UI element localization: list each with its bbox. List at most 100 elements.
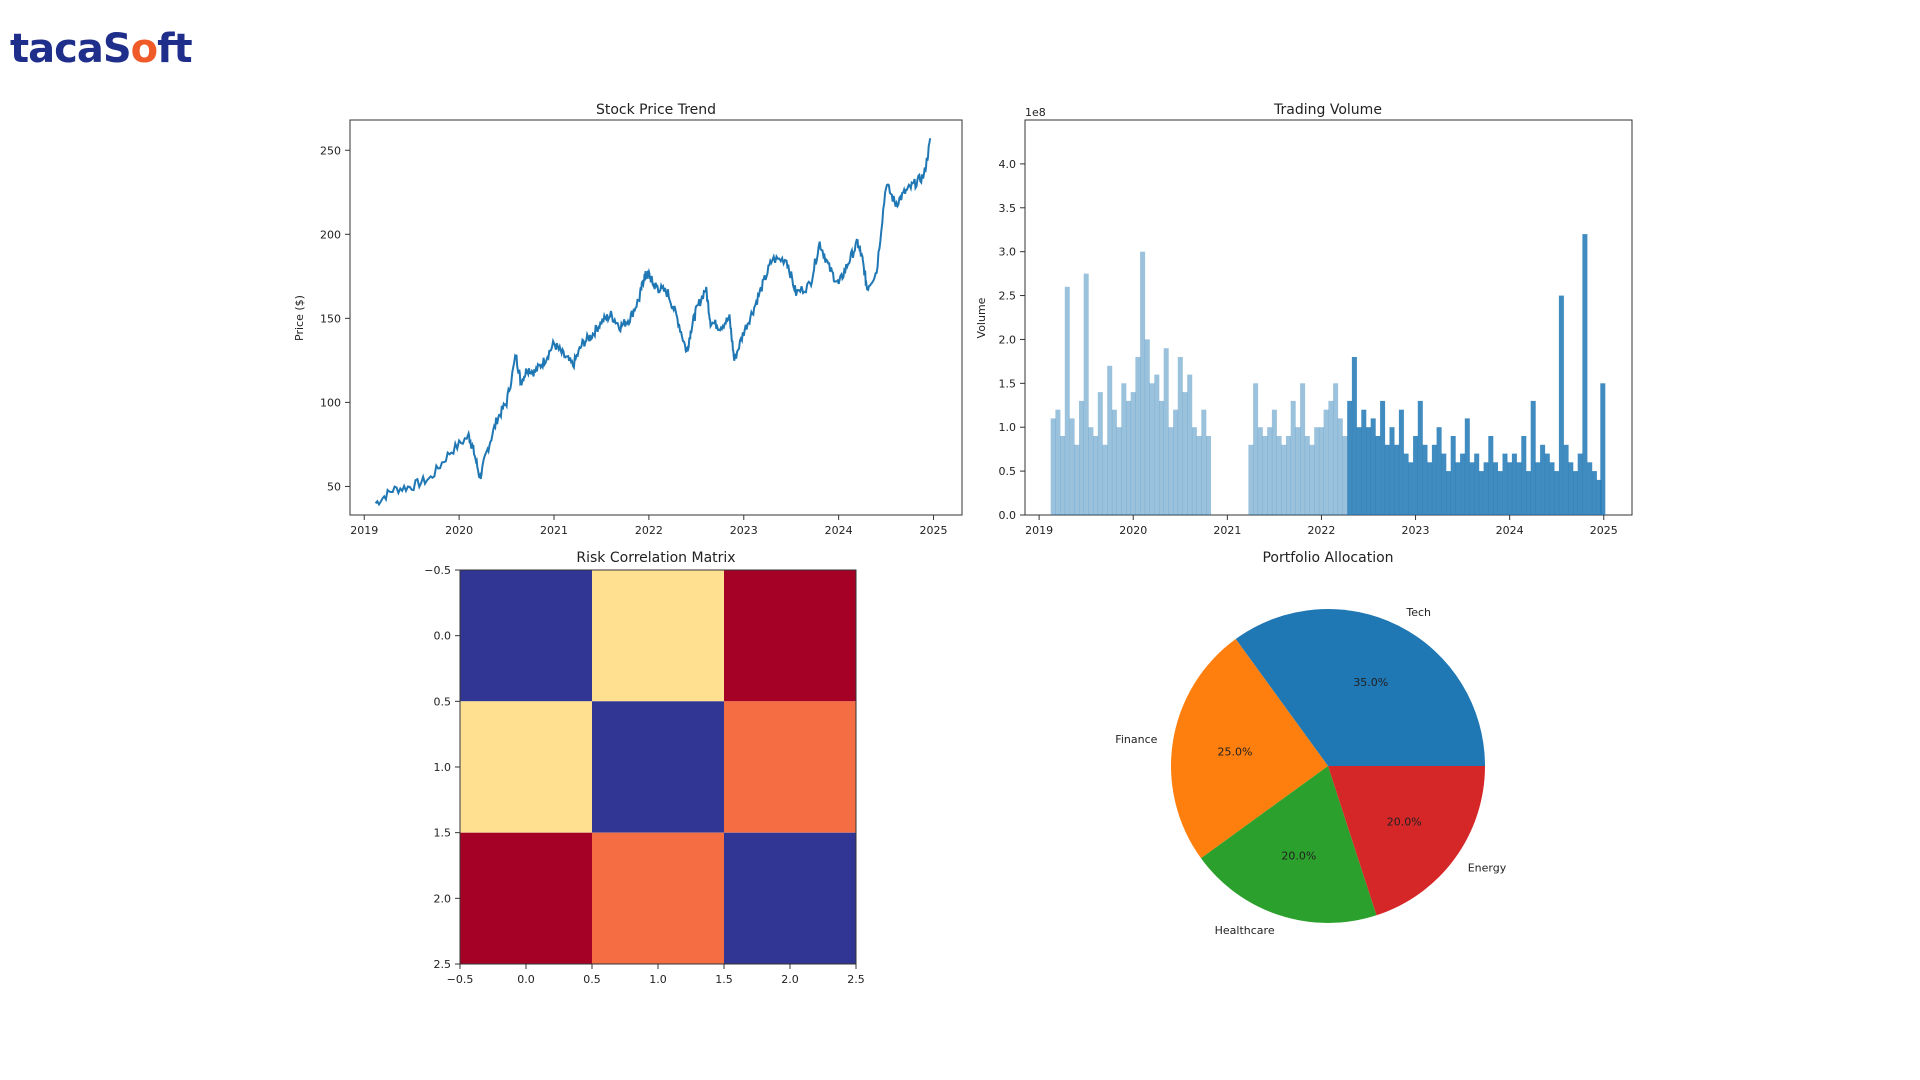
volume-bar bbox=[1328, 400, 1334, 515]
stock-price-line bbox=[374, 137, 932, 507]
volume-bar bbox=[1347, 400, 1353, 515]
volume-bar bbox=[1502, 453, 1508, 515]
volume-bar bbox=[1446, 471, 1451, 515]
pie-label: Tech bbox=[1405, 606, 1431, 619]
volume-bar bbox=[1408, 462, 1414, 515]
volume-bar bbox=[1591, 471, 1597, 515]
volume-bar bbox=[1469, 462, 1475, 515]
volume-bar bbox=[1163, 348, 1169, 515]
volume-bar bbox=[1050, 418, 1056, 515]
y-tick-label: 3.0 bbox=[999, 246, 1017, 259]
volume-bar bbox=[1177, 357, 1183, 515]
volume-bar bbox=[1526, 471, 1531, 515]
heatmap-cell bbox=[724, 701, 856, 833]
volume-bar bbox=[1460, 453, 1466, 515]
x-tick-label: 2024 bbox=[1496, 524, 1524, 537]
volume-bar bbox=[1168, 427, 1174, 515]
pie-slice-tech bbox=[1235, 609, 1485, 766]
volume-bar bbox=[1333, 383, 1339, 515]
x-tick-label: 1.0 bbox=[649, 973, 667, 986]
volume-bar bbox=[1055, 409, 1061, 515]
pie-pct-label: 20.0% bbox=[1281, 850, 1316, 863]
x-tick-label: 2025 bbox=[1590, 524, 1618, 537]
volume-bar bbox=[1116, 427, 1122, 515]
left-margin bbox=[0, 0, 190, 1080]
trading-volume-offset-label: 1e8 bbox=[1025, 106, 1046, 119]
x-tick-label: 2021 bbox=[540, 524, 568, 537]
pie-slice-energy bbox=[1328, 766, 1485, 916]
volume-bar bbox=[1483, 462, 1489, 515]
volume-bar bbox=[1126, 400, 1131, 515]
volume-bar bbox=[1422, 444, 1428, 515]
x-tick-label: 2023 bbox=[1402, 524, 1430, 537]
trading-volume-chart: Trading Volume Volume 1e8 2019 2020 2021 20… bbox=[975, 102, 1633, 537]
pie-label: Finance bbox=[1115, 733, 1157, 746]
volume-bar bbox=[1516, 462, 1522, 515]
volume-bar bbox=[1441, 453, 1447, 515]
volume-bar bbox=[1511, 453, 1517, 515]
pie-pct-label: 20.0% bbox=[1387, 815, 1422, 828]
volume-bar bbox=[1389, 427, 1395, 515]
volume-bar bbox=[1596, 479, 1602, 515]
volume-bar bbox=[1271, 409, 1277, 515]
trading-volume-axes-frame bbox=[1024, 119, 1633, 516]
volume-bar bbox=[1093, 436, 1099, 515]
volume-bar bbox=[1300, 383, 1306, 515]
volume-bar bbox=[1417, 400, 1423, 515]
volume-bar bbox=[1187, 374, 1193, 515]
heatmap-title: Risk Correlation Matrix bbox=[576, 550, 735, 566]
volume-bar bbox=[1455, 462, 1461, 515]
pie-label: Energy bbox=[1468, 862, 1507, 875]
volume-bar bbox=[1079, 400, 1084, 515]
volume-bar bbox=[1262, 436, 1268, 515]
x-tick-label: 2024 bbox=[825, 524, 853, 537]
volume-bar bbox=[1276, 436, 1282, 515]
volume-bar bbox=[1356, 427, 1362, 515]
stock-price-axes-frame bbox=[349, 119, 963, 516]
y-tick-label: 1.5 bbox=[434, 827, 452, 840]
volume-bar bbox=[1248, 444, 1254, 515]
heatmap-cell bbox=[460, 570, 592, 702]
volume-bar bbox=[1488, 436, 1494, 515]
logo-text: tacaSoft bbox=[10, 26, 193, 72]
volume-bar bbox=[1173, 409, 1179, 515]
volume-bar bbox=[1600, 383, 1606, 515]
y-tick-label: 0.0 bbox=[999, 509, 1017, 522]
risk-correlation-heatmap: Risk Correlation Matrix −0.5 0.0 0.5 1.0 1.5… bbox=[424, 550, 864, 986]
volume-bar bbox=[1507, 462, 1513, 515]
volume-bar bbox=[1521, 436, 1527, 515]
volume-bar bbox=[1074, 444, 1080, 515]
x-tick-label: 2020 bbox=[445, 524, 473, 537]
y-tick-label: 0.5 bbox=[999, 465, 1017, 478]
volume-bar bbox=[1191, 427, 1197, 515]
volume-bar bbox=[1342, 436, 1348, 515]
y-tick-label: 100 bbox=[320, 396, 341, 409]
volume-bar bbox=[1366, 427, 1371, 515]
y-tick-label: 2.0 bbox=[999, 333, 1017, 346]
x-tick-label: 0.0 bbox=[517, 973, 535, 986]
stock-price-ylabel: Price ($) bbox=[293, 295, 306, 341]
volume-bar bbox=[1295, 427, 1301, 515]
stock-price-title: Stock Price Trend bbox=[596, 102, 716, 118]
pie-pct-label: 25.0% bbox=[1218, 745, 1253, 758]
volume-bar bbox=[1361, 409, 1367, 515]
x-tick-label: 2019 bbox=[350, 524, 378, 537]
volume-bar bbox=[1568, 462, 1574, 515]
y-tick-label: 0.5 bbox=[434, 695, 452, 708]
y-tick-label: 1.0 bbox=[999, 421, 1017, 434]
volume-bar bbox=[1398, 409, 1404, 515]
trading-volume-ylabel: Volume bbox=[975, 297, 988, 338]
volume-bar bbox=[1097, 392, 1103, 515]
volume-bar bbox=[1544, 453, 1550, 515]
y-tick-label: 2.5 bbox=[434, 958, 452, 971]
volume-bar bbox=[1130, 392, 1136, 515]
portfolio-allocation-pie: Portfolio Allocation Tech 35.0% Finance 25.… bbox=[1115, 550, 1506, 937]
volume-bar bbox=[1290, 400, 1296, 515]
volume-bar bbox=[1540, 444, 1546, 515]
volume-bar bbox=[1384, 444, 1390, 515]
heatmap-cell bbox=[592, 832, 724, 964]
x-tick-label: 2.5 bbox=[847, 973, 865, 986]
pie-pct-label: 35.0% bbox=[1353, 676, 1388, 689]
x-tick-label: 2.0 bbox=[781, 973, 799, 986]
